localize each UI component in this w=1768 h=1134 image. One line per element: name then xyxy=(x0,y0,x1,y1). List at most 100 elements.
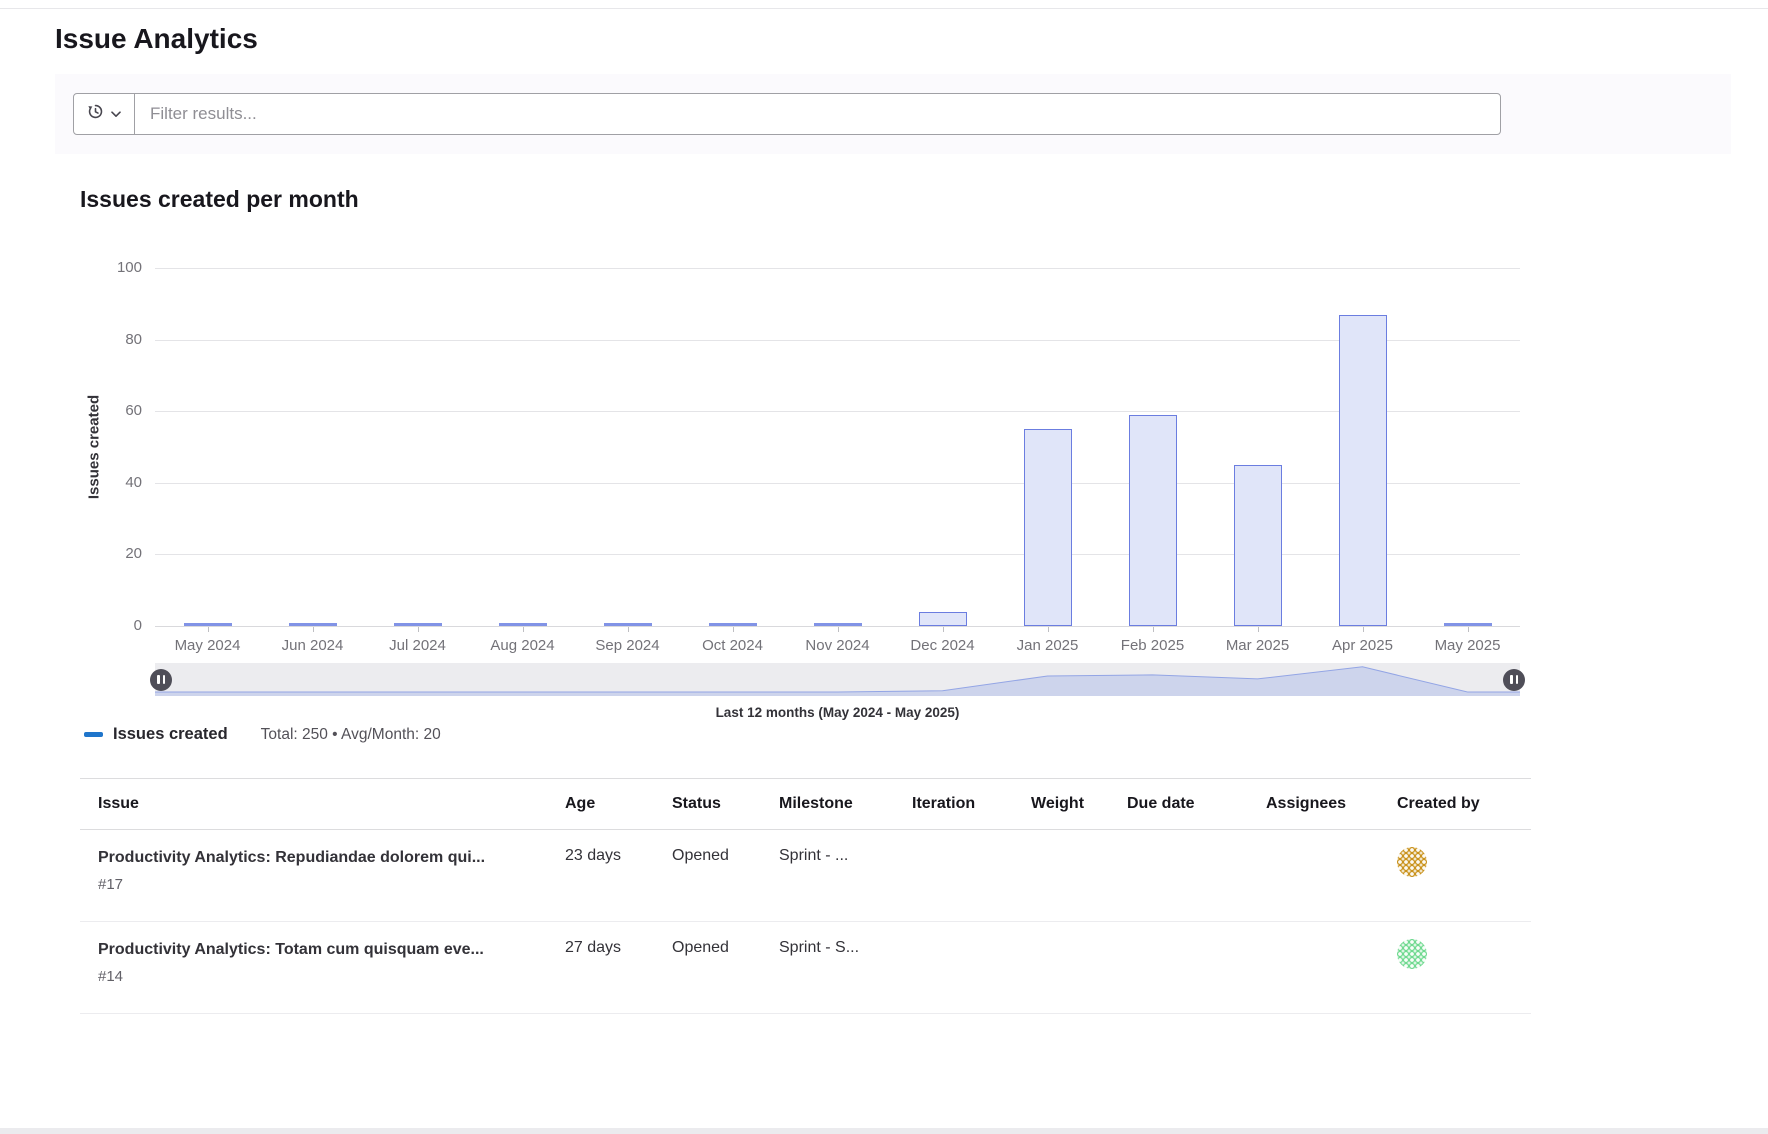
search-history-button[interactable] xyxy=(74,94,135,134)
bar-sep-2024[interactable] xyxy=(603,623,652,626)
column-header-issue: Issue xyxy=(80,778,565,830)
y-tick-label-20: 20 xyxy=(125,545,142,563)
avatar-identicon-gold[interactable] xyxy=(1397,847,1427,877)
created-by-cell xyxy=(1397,829,1531,922)
created-by-cell xyxy=(1397,921,1531,1014)
issue-title-link[interactable]: Productivity Analytics: Repudiandae dolo… xyxy=(98,849,486,866)
x-tick-label-may-2025: May 2025 xyxy=(1434,637,1501,654)
avatar-identicon-green[interactable] xyxy=(1397,939,1427,969)
legend-summary: Total: 250 • Avg/Month: 20 xyxy=(260,725,441,743)
x-tick-label-jun-2024: Jun 2024 xyxy=(281,637,344,654)
table-row: Productivity Analytics: Repudiandae dolo… xyxy=(80,829,1531,922)
due-date-cell xyxy=(1127,829,1266,922)
x-tick-label-jul-2024: Jul 2024 xyxy=(389,637,446,654)
bar-aug-2024[interactable] xyxy=(498,623,547,626)
issue-id: #14 xyxy=(98,967,124,985)
x-tick-label-apr-2025: Apr 2025 xyxy=(1332,637,1393,654)
assignees-cell xyxy=(1266,829,1397,922)
x-axis-tick xyxy=(732,627,734,632)
chart-title: Issues created per month xyxy=(80,186,359,212)
x-axis-tick xyxy=(1047,627,1049,632)
x-axis-tick xyxy=(1362,627,1364,632)
column-header-iteration: Iteration xyxy=(912,778,1031,830)
x-tick-label-mar-2025: Mar 2025 xyxy=(1225,637,1290,654)
bar-feb-2025[interactable] xyxy=(1128,414,1177,626)
bar-may-2025[interactable] xyxy=(1443,623,1492,626)
x-axis-tick xyxy=(1152,627,1154,632)
issues-created-chart: Issues created 0 20 40 60 80 100 May 2024 Jun 2… xyxy=(80,213,1731,753)
gridline-60 xyxy=(155,411,1520,413)
iteration-cell xyxy=(912,829,1031,922)
bar-mar-2025[interactable] xyxy=(1233,464,1282,626)
chart-zoom-brush[interactable] xyxy=(150,663,1525,696)
main-content: Issue Analytics Issues crea xyxy=(0,23,1768,1014)
legend-label: Issues created xyxy=(113,725,228,743)
status-cell: Opened xyxy=(672,829,779,922)
bar-jun-2024[interactable] xyxy=(288,623,337,626)
column-header-created-by: Created by xyxy=(1397,778,1531,830)
issues-table: Issue Age Status Milestone Iteration Wei… xyxy=(80,778,1531,1014)
column-header-weight: Weight xyxy=(1031,778,1127,830)
page-top-divider xyxy=(0,0,1768,9)
gridline-100 xyxy=(155,268,1520,269)
issue-cell: Productivity Analytics: Repudiandae dolo… xyxy=(80,829,565,922)
filtered-search-bar xyxy=(73,93,1501,135)
brush-handle-right[interactable] xyxy=(1503,668,1525,691)
x-axis-tick xyxy=(1467,627,1469,632)
column-header-assignees: Assignees xyxy=(1266,778,1397,830)
milestone-cell: Sprint - ... xyxy=(779,829,912,922)
x-axis-tick xyxy=(312,627,314,632)
brush-handle-left[interactable] xyxy=(150,668,172,691)
age-cell: 23 days xyxy=(565,829,672,922)
table-row: Productivity Analytics: Totam cum quisqu… xyxy=(80,921,1531,1014)
gridline-20 xyxy=(155,554,1520,556)
bar-may-2024[interactable] xyxy=(183,623,232,626)
bar-jan-2025[interactable] xyxy=(1023,429,1072,626)
y-tick-label-60: 60 xyxy=(125,402,142,420)
bar-nov-2024[interactable] xyxy=(813,623,862,626)
table-header-row: Issue Age Status Milestone Iteration Wei… xyxy=(80,778,1531,830)
filter-results-input[interactable] xyxy=(135,94,1500,134)
column-header-age: Age xyxy=(565,778,672,830)
iteration-cell xyxy=(912,921,1031,1014)
filter-section xyxy=(55,74,1731,154)
x-axis-tick xyxy=(1257,627,1259,632)
gridline-80 xyxy=(155,339,1520,341)
issue-cell: Productivity Analytics: Totam cum quisqu… xyxy=(80,921,565,1014)
column-header-milestone: Milestone xyxy=(779,778,912,830)
y-tick-label-40: 40 xyxy=(125,473,142,491)
x-axis-tick xyxy=(627,627,629,632)
issue-id: #17 xyxy=(98,875,124,893)
page-title: Issue Analytics xyxy=(55,23,258,54)
y-tick-label-0: 0 xyxy=(133,617,142,634)
x-tick-label-jan-2025: Jan 2025 xyxy=(1016,637,1079,654)
bar-jul-2024[interactable] xyxy=(393,623,442,626)
bar-oct-2024[interactable] xyxy=(708,623,757,626)
gridline-0 xyxy=(155,626,1520,627)
issue-title-link[interactable]: Productivity Analytics: Totam cum quisqu… xyxy=(98,941,484,958)
bar-dec-2024[interactable] xyxy=(918,611,967,626)
x-tick-label-aug-2024: Aug 2024 xyxy=(490,637,555,654)
legend-item-issues-created[interactable]: Issues created Total: 250 • Avg/Month: 2… xyxy=(84,725,441,744)
x-tick-label-may-2024: May 2024 xyxy=(174,637,241,654)
x-axis-tick xyxy=(837,627,839,632)
x-axis-tick xyxy=(522,627,524,632)
x-tick-label-sep-2024: Sep 2024 xyxy=(595,637,660,654)
y-tick-label-80: 80 xyxy=(125,330,142,348)
x-axis-tick xyxy=(942,627,944,632)
column-header-due-date: Due date xyxy=(1127,778,1266,830)
x-axis-tick xyxy=(417,627,419,632)
weight-cell xyxy=(1031,921,1127,1014)
status-cell: Opened xyxy=(672,921,779,1014)
bar-apr-2025[interactable] xyxy=(1338,314,1387,626)
assignees-cell xyxy=(1266,921,1397,1014)
x-tick-label-dec-2024: Dec 2024 xyxy=(910,637,975,654)
brush-area-chart xyxy=(155,666,1520,696)
x-axis-tick xyxy=(207,627,209,632)
column-header-status: Status xyxy=(672,778,779,830)
x-tick-label-oct-2024: Oct 2024 xyxy=(702,637,763,654)
age-cell: 27 days xyxy=(565,921,672,1014)
bottom-edge-strip xyxy=(0,1128,1768,1134)
weight-cell xyxy=(1031,829,1127,922)
due-date-cell xyxy=(1127,921,1266,1014)
